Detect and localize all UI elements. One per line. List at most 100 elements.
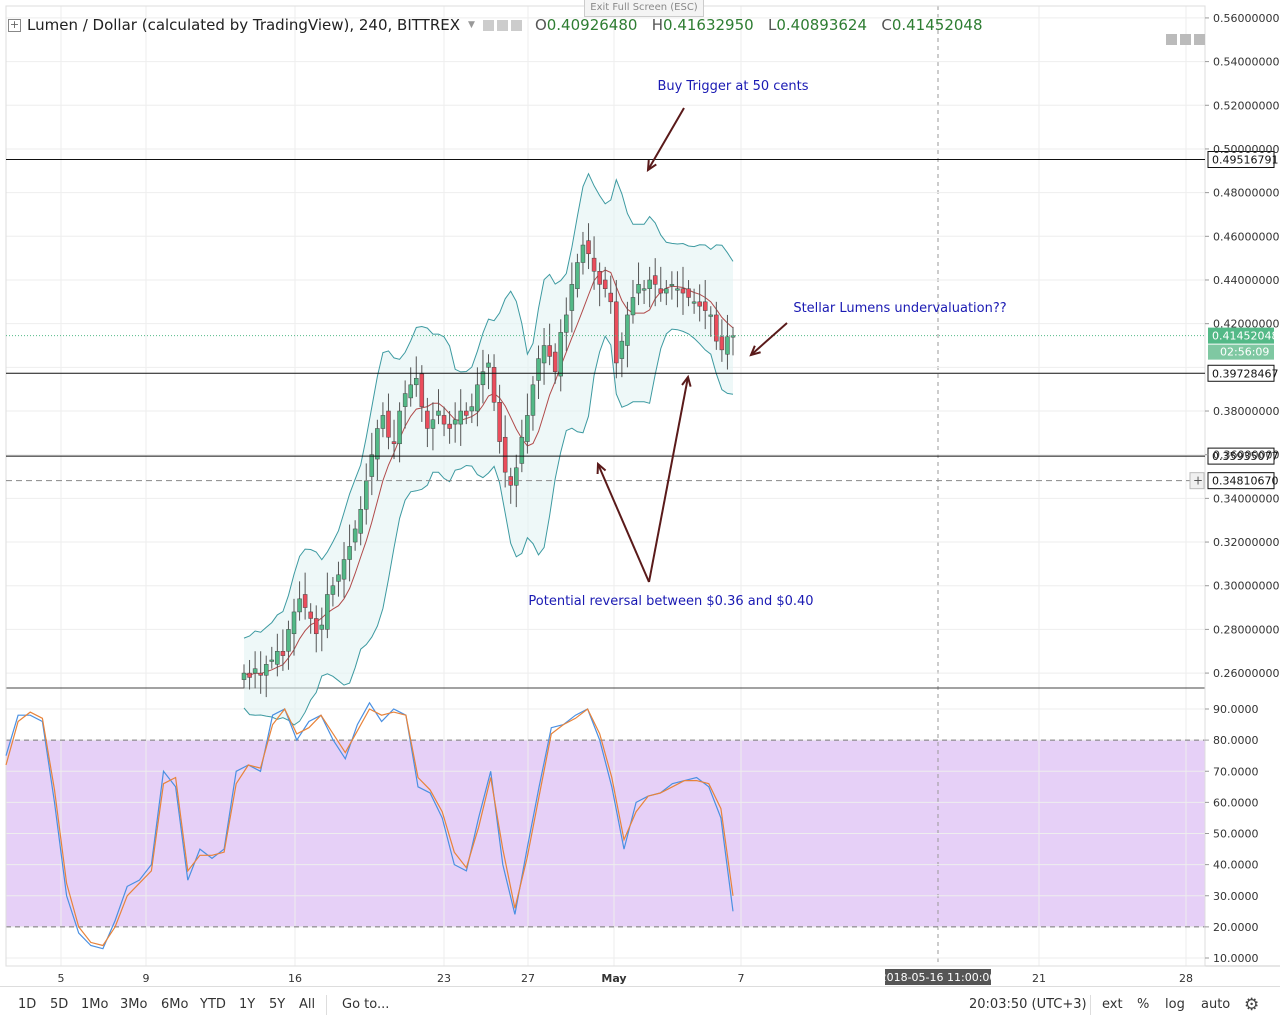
candle-body [675, 288, 680, 291]
candle-body [586, 240, 591, 255]
range-1mo-button[interactable]: 1Mo [81, 997, 109, 1012]
y-tick-label: 20.0000 [1213, 921, 1259, 934]
candle-body [719, 336, 725, 351]
y-tick-label: 0.52000000 [1213, 99, 1279, 112]
eye-icon[interactable] [482, 19, 494, 31]
toolbar-divider [1090, 995, 1091, 1015]
gear-icon[interactable]: ⚙ [1244, 995, 1260, 1015]
crosshair-date-box [885, 969, 991, 985]
y-tick-label: 0.48000000 [1213, 187, 1279, 200]
annotation-arrow [597, 463, 650, 583]
price-line-label: 0.35935077 [1212, 450, 1278, 463]
annotation-arrow [750, 322, 788, 356]
candle-body [597, 270, 602, 285]
bollinger-upper-line [243, 172, 734, 639]
maximize-pane-icon[interactable] [1166, 34, 1177, 45]
range-5d-button[interactable]: 5D [50, 997, 69, 1012]
ext-toggle[interactable]: ext [1102, 997, 1123, 1012]
price-line-label-box [1207, 364, 1275, 382]
candle-body [530, 384, 536, 416]
candle-body [291, 611, 297, 635]
clock-label[interactable]: 20:03:50 (UTC+3) [969, 997, 1087, 1012]
candle-body [502, 436, 508, 473]
candle-body [486, 362, 491, 368]
range-6mo-button[interactable]: 6Mo [161, 997, 189, 1012]
settings-icon[interactable] [496, 19, 508, 31]
candles-group [241, 223, 736, 698]
range-all-button[interactable]: All [299, 997, 316, 1012]
candle-body [336, 574, 341, 582]
range-3mo-button[interactable]: 3Mo [120, 997, 148, 1012]
chevron-down-icon[interactable]: ▼ [468, 20, 475, 30]
candle-body [664, 288, 669, 294]
candle-body [330, 585, 336, 595]
x-tick-label: 7 [738, 972, 745, 985]
move-up-icon[interactable] [1180, 34, 1191, 45]
annotation-arrow-head [596, 461, 607, 475]
candle-body [252, 668, 258, 674]
candle-body [697, 301, 702, 307]
candle-body [636, 284, 641, 294]
ohlc-readout: O0.40926480 H0.41632950 L0.40893624 C0.4… [535, 16, 983, 34]
chart-header: + Lumen / Dollar (calculated by TradingV… [8, 14, 983, 36]
exit-fullscreen-button[interactable]: Exit Full Screen (ESC) [584, 0, 704, 17]
annotation-buy-trigger: Buy Trigger at 50 cents [657, 79, 808, 94]
annotation-arrow-head [646, 159, 657, 172]
candle-body [525, 415, 530, 442]
range-1d-button[interactable]: 1D [18, 997, 37, 1012]
percent-toggle[interactable]: % [1137, 997, 1150, 1012]
high-label: H [651, 16, 664, 34]
x-tick-label: 27 [521, 972, 535, 985]
goto-button[interactable]: Go to... [342, 997, 390, 1012]
candle-body [714, 314, 719, 342]
y-tick-label: 80.0000 [1213, 734, 1259, 747]
candle-body [447, 423, 452, 429]
low-value: 0.40893624 [776, 16, 868, 34]
y-tick-label: 0.54000000 [1213, 56, 1279, 69]
close-icon[interactable] [510, 19, 522, 31]
candle-body [469, 406, 475, 412]
candle-body [414, 378, 419, 386]
candle-body [547, 345, 552, 357]
candle-body [552, 351, 558, 372]
x-tick-label: 5 [58, 972, 65, 985]
candle-body [441, 415, 447, 425]
candle-body [419, 373, 425, 407]
candle-body [341, 559, 347, 580]
y-tick-label: 0.36000000 [1213, 449, 1279, 462]
candle-body [725, 336, 730, 355]
toolbar-divider [326, 995, 327, 1015]
candle-body [391, 441, 397, 445]
y-tick-label: 90.0000 [1213, 703, 1259, 716]
log-toggle[interactable]: log [1165, 997, 1185, 1012]
open-label: O [534, 16, 547, 34]
price-line-label: 0.39728467 [1212, 367, 1278, 380]
range-5y-button[interactable]: 5Y [269, 997, 286, 1012]
candle-body [358, 509, 363, 534]
x-tick-label: 21 [1032, 972, 1046, 985]
y-tick-label: 40.0000 [1213, 859, 1259, 872]
y-tick-label: 0.32000000 [1213, 536, 1279, 549]
range-1y-button[interactable]: 1Y [239, 997, 256, 1012]
expand-plus-icon[interactable]: + [8, 17, 21, 32]
annotation-reversal: Potential reversal between $0.36 and $0.… [528, 594, 813, 609]
candle-body [286, 629, 291, 652]
candle-body [297, 598, 302, 613]
move-down-icon[interactable] [1194, 34, 1205, 45]
annotation-arrow [647, 107, 685, 171]
x-tick-label: 23 [437, 972, 451, 985]
annotation-arrow-head [681, 374, 692, 387]
auto-toggle[interactable]: auto [1201, 997, 1231, 1012]
range-ytd-button[interactable]: YTD [200, 997, 226, 1012]
candle-body [347, 546, 352, 560]
candle-body [302, 594, 308, 608]
symbol-title[interactable]: Lumen / Dollar (calculated by TradingVie… [27, 16, 461, 34]
low-label: L [768, 16, 777, 34]
candle-body [652, 275, 658, 285]
candle-body [708, 314, 714, 317]
annotation-arrow [648, 376, 689, 583]
y-tick-label: 0.50000000 [1213, 143, 1279, 156]
candle-body [491, 367, 497, 403]
candle-body [630, 297, 636, 316]
